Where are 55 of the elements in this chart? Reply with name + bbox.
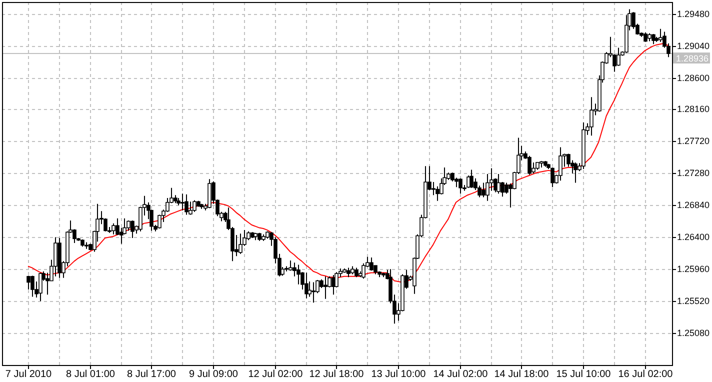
x-tick-label: 14 Jul 18:00	[494, 369, 550, 380]
candlestick	[126, 220, 130, 232]
candlestick	[470, 169, 474, 188]
y-tick-label: 1.29480	[677, 8, 710, 19]
candlestick	[26, 275, 30, 290]
candlestick	[658, 28, 662, 42]
candlestick	[346, 267, 350, 278]
candlestick	[558, 146, 562, 182]
x-tick-label: 9 Jul 09:00	[189, 369, 238, 380]
candlestick	[54, 236, 58, 277]
candlestick	[112, 222, 116, 235]
y-tick-label: 1.28160	[677, 104, 710, 114]
y-tick-label: 1.26840	[677, 200, 710, 210]
y-tick-label: 1.28600	[677, 72, 710, 83]
y-tick-label: 1.25080	[677, 328, 710, 338]
x-tick-label: 7 Jul 2010	[5, 369, 52, 380]
candlestick	[458, 178, 462, 194]
y-tick-label: 1.27280	[677, 168, 710, 178]
candlestick	[304, 272, 308, 299]
x-tick-label: 16 Jul 02:00	[618, 369, 674, 380]
x-tick-label: 8 Jul 01:00	[66, 369, 116, 380]
x-tick-label: 15 Jul 10:00	[556, 369, 612, 380]
y-tick-label: 1.25520	[677, 296, 710, 306]
candlestick	[38, 272, 42, 302]
candlestick	[354, 267, 358, 278]
candlestick	[184, 194, 188, 216]
candlestick	[436, 186, 440, 202]
candlestick	[482, 182, 486, 198]
y-tick-label: 1.26400	[677, 232, 710, 242]
candlestick	[192, 200, 196, 212]
candlestick	[238, 233, 242, 254]
candlestick	[324, 276, 328, 300]
y-tick-label: 1.29040	[677, 40, 710, 51]
candlestick	[574, 162, 578, 184]
candlestick	[180, 193, 184, 211]
x-tick-label: 8 Jul 17:00	[127, 369, 176, 380]
y-tick-label: 1.25960	[677, 264, 710, 274]
candlestick	[208, 178, 212, 209]
candlestick	[644, 32, 648, 42]
candlestick	[130, 220, 134, 238]
x-tick-label: 14 Jul 02:00	[433, 369, 488, 380]
candlestick	[550, 167, 554, 188]
ref-line-label: 1.28936	[676, 54, 709, 64]
candlestick	[590, 96, 594, 136]
candlestick	[528, 155, 532, 176]
candlestick	[30, 275, 34, 298]
candlestick	[370, 257, 374, 272]
y-tick-label: 1.27720	[677, 136, 710, 146]
x-tick-label: 13 Jul 10:00	[371, 369, 426, 380]
candlestick	[652, 33, 656, 45]
x-tick-label: 12 Jul 18:00	[309, 369, 364, 380]
candlestick	[312, 282, 316, 304]
candlestick	[616, 47, 620, 66]
x-tick-label: 12 Jul 02:00	[248, 369, 304, 380]
candlestick	[496, 174, 500, 194]
